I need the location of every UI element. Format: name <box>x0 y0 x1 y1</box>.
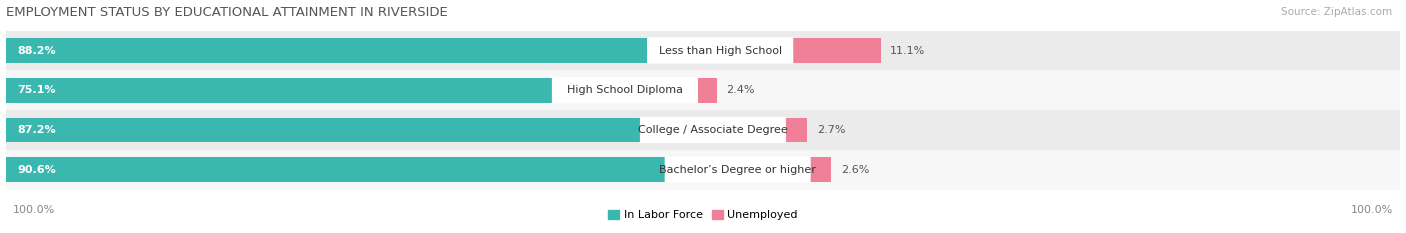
FancyBboxPatch shape <box>647 37 793 64</box>
Bar <box>6 38 647 63</box>
Text: 100.0%: 100.0% <box>1351 205 1393 215</box>
Text: 2.6%: 2.6% <box>841 165 869 175</box>
Bar <box>6 70 1400 110</box>
Text: Less than High School: Less than High School <box>658 45 782 55</box>
FancyBboxPatch shape <box>553 77 697 103</box>
Bar <box>697 78 717 103</box>
Bar <box>6 118 640 142</box>
Bar <box>793 38 880 63</box>
Text: Source: ZipAtlas.com: Source: ZipAtlas.com <box>1281 7 1392 17</box>
Text: High School Diploma: High School Diploma <box>567 85 683 95</box>
Bar <box>6 157 665 182</box>
Legend: In Labor Force, Unemployed: In Labor Force, Unemployed <box>603 206 803 225</box>
FancyBboxPatch shape <box>640 117 786 143</box>
Text: 75.1%: 75.1% <box>18 85 56 95</box>
Text: 100.0%: 100.0% <box>13 205 55 215</box>
Bar <box>6 78 553 103</box>
Bar <box>6 110 1400 150</box>
Text: College / Associate Degree: College / Associate Degree <box>638 125 787 135</box>
Text: EMPLOYMENT STATUS BY EDUCATIONAL ATTAINMENT IN RIVERSIDE: EMPLOYMENT STATUS BY EDUCATIONAL ATTAINM… <box>6 6 447 19</box>
Text: 90.6%: 90.6% <box>18 165 56 175</box>
Text: Bachelor’s Degree or higher: Bachelor’s Degree or higher <box>659 165 815 175</box>
Bar <box>6 31 1400 70</box>
Text: 87.2%: 87.2% <box>18 125 56 135</box>
Bar <box>6 150 1400 190</box>
Bar <box>810 157 831 182</box>
FancyBboxPatch shape <box>665 157 811 183</box>
Text: 2.4%: 2.4% <box>727 85 755 95</box>
Text: 11.1%: 11.1% <box>890 45 925 55</box>
Text: 2.7%: 2.7% <box>817 125 845 135</box>
Bar <box>786 118 807 142</box>
Text: 88.2%: 88.2% <box>18 45 56 55</box>
